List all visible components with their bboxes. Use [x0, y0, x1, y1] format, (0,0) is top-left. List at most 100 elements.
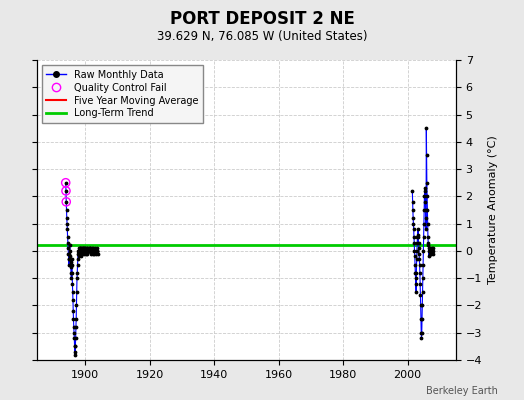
Point	[92, 248, 101, 254]
Point	[422, 152, 431, 159]
Point	[83, 250, 91, 257]
Point	[69, 308, 78, 314]
Point	[78, 245, 86, 251]
Point	[82, 250, 90, 257]
Point	[425, 245, 433, 251]
Point	[86, 248, 95, 254]
Y-axis label: Temperature Anomaly (°C): Temperature Anomaly (°C)	[488, 136, 498, 284]
Point	[426, 245, 434, 251]
Point	[79, 248, 88, 254]
Point	[92, 250, 100, 257]
Point	[429, 248, 437, 254]
Point	[74, 250, 82, 257]
Point	[422, 215, 430, 221]
Point	[84, 245, 93, 251]
Point	[61, 180, 70, 186]
Point	[418, 330, 426, 336]
Point	[414, 226, 422, 232]
Point	[80, 248, 88, 254]
Point	[89, 248, 97, 254]
Point	[424, 240, 432, 246]
Point	[72, 302, 81, 309]
Point	[421, 188, 429, 194]
Point	[420, 220, 428, 227]
Point	[62, 188, 70, 194]
Point	[89, 250, 97, 257]
Point	[425, 248, 434, 254]
Point	[71, 343, 80, 350]
Point	[70, 343, 79, 350]
Point	[93, 248, 101, 254]
Point	[410, 240, 419, 246]
Text: 39.629 N, 76.085 W (United States): 39.629 N, 76.085 W (United States)	[157, 30, 367, 43]
Point	[411, 253, 419, 260]
Point	[415, 250, 423, 257]
Point	[63, 240, 72, 246]
Point	[83, 248, 91, 254]
Point	[415, 256, 423, 262]
Point	[93, 248, 102, 254]
Point	[419, 261, 427, 268]
Point	[63, 226, 71, 232]
Point	[417, 335, 425, 341]
Point	[69, 289, 77, 295]
Point	[76, 248, 84, 254]
Point	[79, 245, 88, 251]
Point	[75, 248, 84, 254]
Point	[89, 245, 97, 251]
Point	[411, 261, 419, 268]
Point	[411, 275, 420, 281]
Point	[416, 261, 424, 268]
Point	[69, 297, 77, 303]
Point	[75, 245, 83, 251]
Point	[80, 248, 89, 254]
Point	[421, 207, 430, 213]
Point	[70, 330, 78, 336]
Point	[68, 270, 77, 276]
Point	[423, 207, 432, 213]
Point	[427, 248, 435, 254]
Point	[424, 248, 433, 254]
Point	[416, 270, 424, 276]
Point	[87, 250, 95, 257]
Point	[409, 207, 417, 213]
Point	[409, 215, 417, 221]
Point	[62, 199, 70, 205]
Point	[75, 250, 83, 257]
Point	[412, 280, 420, 287]
Point	[427, 248, 435, 254]
Point	[428, 248, 436, 254]
Point	[84, 248, 93, 254]
Point	[71, 351, 79, 358]
Point	[72, 289, 81, 295]
Point	[418, 302, 427, 309]
Point	[90, 248, 98, 254]
Point	[64, 256, 73, 262]
Point	[73, 275, 81, 281]
Point	[63, 234, 72, 240]
Point	[62, 199, 70, 205]
Point	[70, 335, 79, 341]
Point	[68, 280, 77, 287]
Point	[67, 270, 75, 276]
Point	[77, 248, 85, 254]
Point	[77, 245, 85, 251]
Point	[83, 248, 92, 254]
Point	[91, 248, 99, 254]
Point	[86, 248, 94, 254]
Point	[422, 226, 430, 232]
Point	[417, 302, 425, 309]
Point	[90, 250, 99, 257]
Point	[82, 248, 91, 254]
Point	[62, 215, 71, 221]
Point	[414, 240, 423, 246]
Point	[82, 245, 91, 251]
Point	[424, 234, 432, 240]
Point	[90, 248, 99, 254]
Point	[72, 324, 80, 330]
Point	[66, 242, 74, 249]
Point	[72, 316, 80, 322]
Point	[408, 188, 417, 194]
Point	[75, 245, 84, 251]
Point	[409, 226, 418, 232]
